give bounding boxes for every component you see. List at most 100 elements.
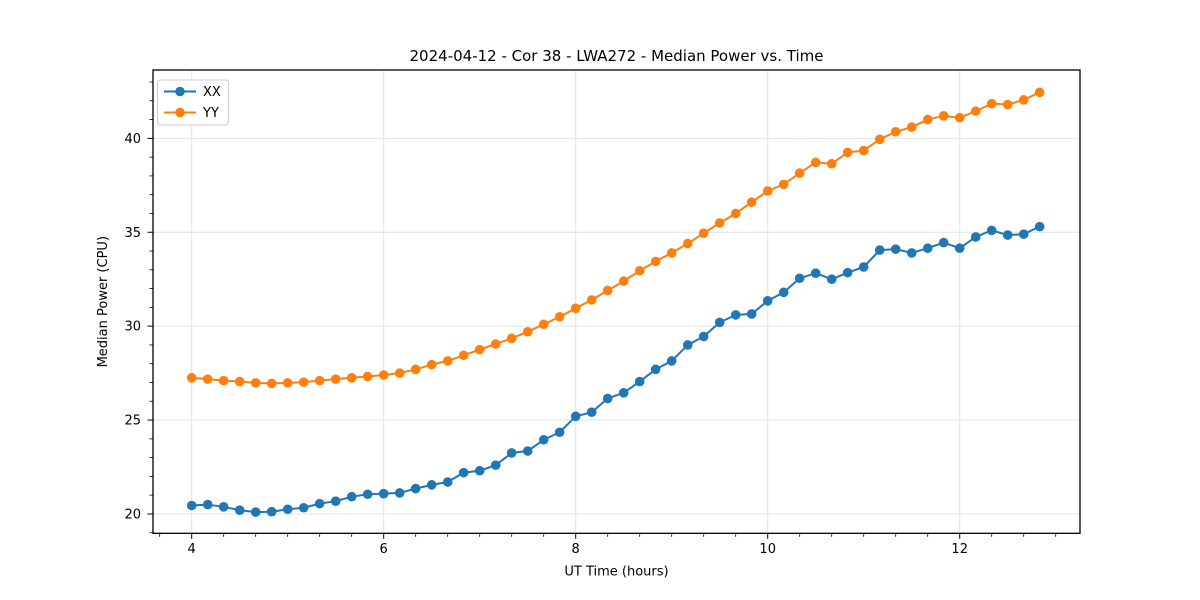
series-XX-point bbox=[506, 448, 517, 458]
series-XX-point bbox=[458, 467, 469, 478]
series-XX bbox=[186, 221, 1045, 517]
series-YY-point bbox=[778, 179, 789, 190]
series-YY-point bbox=[730, 208, 741, 219]
series-XX-point bbox=[314, 498, 325, 509]
series-XX-point bbox=[298, 502, 309, 513]
series-XX-point bbox=[522, 446, 533, 456]
axes-spines bbox=[152, 69, 1081, 534]
series-YY-point bbox=[746, 197, 757, 208]
series-YY-point bbox=[218, 375, 229, 386]
series-XX-point bbox=[890, 244, 901, 254]
y-axis-label: Median Power (CPU) bbox=[96, 236, 111, 367]
series-XX-point bbox=[586, 407, 597, 417]
series-YY-point bbox=[938, 111, 949, 121]
series-XX-point bbox=[826, 274, 837, 285]
series-YY-point bbox=[538, 319, 549, 330]
series-XX-point bbox=[330, 496, 341, 506]
series-XX-point bbox=[698, 331, 709, 342]
series-XX-point bbox=[746, 309, 757, 319]
series-YY-point bbox=[762, 186, 773, 196]
series-XX-point bbox=[810, 268, 821, 279]
y-tick-label: 40 bbox=[124, 132, 141, 147]
series-YY-point bbox=[426, 359, 437, 370]
series-XX-point bbox=[554, 427, 565, 438]
series-YY-point bbox=[506, 333, 517, 344]
series-YY-point bbox=[314, 375, 325, 386]
series-YY-point bbox=[266, 378, 277, 389]
legend-marker-icon bbox=[175, 107, 185, 118]
y-tick-label: 20 bbox=[124, 507, 141, 522]
grid bbox=[153, 70, 1080, 534]
series-YY-point bbox=[634, 265, 645, 276]
series-YY-point bbox=[986, 98, 997, 109]
x-axis-label: UT Time (hours) bbox=[564, 565, 668, 580]
series-YY-point bbox=[234, 376, 245, 387]
legend-label-YY: YY bbox=[202, 106, 219, 121]
series-YY-point bbox=[586, 295, 597, 305]
series-YY-point bbox=[698, 228, 709, 238]
series-XX-point bbox=[234, 505, 245, 515]
y-tick-label: 30 bbox=[124, 320, 141, 335]
series-YY-point bbox=[362, 371, 373, 382]
series-XX-point bbox=[682, 340, 693, 350]
series-XX-point bbox=[762, 296, 773, 306]
series-XX-point bbox=[394, 488, 405, 498]
series-XX-point bbox=[218, 502, 229, 512]
series-YY-point bbox=[298, 377, 309, 387]
series-YY-point bbox=[522, 326, 533, 337]
series-XX-point bbox=[714, 317, 725, 328]
series-YY-point bbox=[554, 311, 565, 322]
series-XX-point bbox=[1018, 229, 1029, 239]
legend: XX YY bbox=[157, 79, 229, 126]
series-YY-point bbox=[602, 285, 613, 296]
series-XX-point bbox=[730, 310, 741, 320]
series-YY-point bbox=[570, 303, 581, 314]
series-XX-point bbox=[1034, 221, 1045, 232]
series-XX-point bbox=[778, 287, 789, 298]
series-XX-point bbox=[970, 232, 981, 242]
series-YY-point bbox=[346, 373, 357, 383]
y-tick-label: 25 bbox=[124, 414, 141, 429]
series-YY-point bbox=[282, 378, 293, 388]
series-XX-point bbox=[266, 506, 277, 517]
series-XX-point bbox=[922, 243, 933, 254]
series-YY-point bbox=[378, 370, 389, 380]
series-XX-point bbox=[202, 499, 213, 510]
series-XX-point bbox=[650, 364, 661, 375]
series-YY-point bbox=[474, 344, 485, 355]
x-tick-label: 12 bbox=[951, 542, 968, 557]
series-XX-point bbox=[938, 237, 949, 248]
series-YY-point bbox=[874, 134, 885, 145]
series-YY-point bbox=[794, 168, 805, 178]
series-YY-point bbox=[650, 256, 661, 267]
series-YY-point bbox=[714, 218, 725, 228]
series-XX-point bbox=[426, 480, 437, 490]
series-YY-point bbox=[682, 238, 693, 249]
series-XX-point bbox=[378, 488, 389, 499]
x-tick-label: 10 bbox=[759, 542, 776, 557]
series-YY-point bbox=[394, 368, 405, 378]
series-XX-point bbox=[602, 393, 613, 404]
series-YY-point bbox=[410, 364, 421, 375]
series-YY-point bbox=[906, 122, 917, 132]
series-XX-point bbox=[474, 465, 485, 476]
series-YY-point bbox=[186, 373, 197, 383]
series-XX-point bbox=[906, 248, 917, 258]
series-XX-point bbox=[346, 491, 357, 502]
series-XX-point bbox=[538, 434, 549, 445]
series-XX-point bbox=[282, 504, 293, 515]
series-XX-point bbox=[442, 477, 453, 487]
series-XX-point bbox=[874, 245, 885, 255]
series-XX-point bbox=[186, 500, 197, 511]
series-YY-point bbox=[458, 350, 469, 361]
series-XX-point bbox=[986, 225, 997, 236]
series-XX-point bbox=[1002, 230, 1013, 240]
series-XX-point bbox=[842, 267, 853, 278]
series-XX-point bbox=[570, 411, 581, 422]
series-XX-point bbox=[666, 356, 677, 366]
tick-labels: 4 6 8 10 12 20 25 30 35 40 bbox=[124, 132, 968, 557]
x-tick-label: 6 bbox=[380, 542, 388, 557]
series-YY-point bbox=[666, 248, 677, 258]
